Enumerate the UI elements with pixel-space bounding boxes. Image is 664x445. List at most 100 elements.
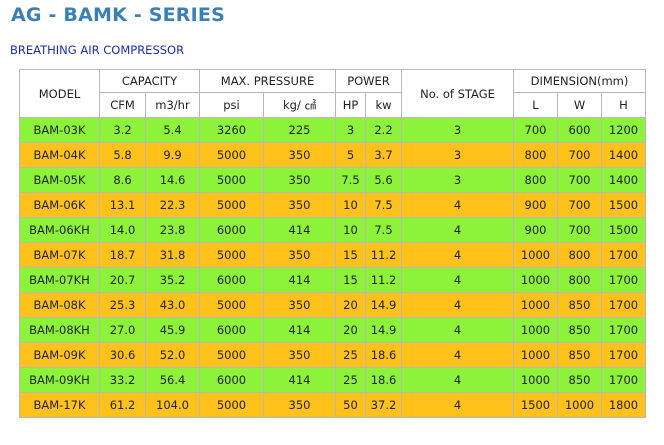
cell-stage: 3 (401, 167, 514, 193)
cell-kw: 7.5 (365, 217, 402, 243)
cell-model: BAM-07K (19, 242, 100, 268)
cell-kgcm: 350 (263, 242, 336, 268)
cell-kw: 3.7 (365, 142, 402, 168)
cell-length: 900 (513, 217, 558, 243)
cell-stage: 4 (401, 342, 514, 368)
cell-hp: 10 (335, 217, 366, 243)
cell-model: BAM-08K (19, 292, 100, 318)
header-dimension: DIMENSION(mm) (513, 69, 646, 93)
cell-height: 1700 (601, 342, 646, 368)
cell-kw: 18.6 (365, 367, 402, 393)
cell-width: 700 (557, 142, 602, 168)
cell-m3hr: 56.4 (145, 367, 200, 393)
cell-stage: 4 (401, 392, 514, 418)
cell-psi: 6000 (199, 367, 264, 393)
table-row: BAM-06KH 14.0 23.8 6000 414 10 7.5 4 900 700 1500 (19, 217, 646, 243)
cell-stage: 4 (401, 217, 514, 243)
cell-psi: 6000 (199, 317, 264, 343)
cell-kw: 14.9 (365, 292, 402, 318)
page-title: AG - BAMK - SERIES (11, 4, 225, 26)
cell-kgcm: 350 (263, 292, 336, 318)
header-stage: No. of STAGE (401, 69, 514, 118)
cell-psi: 5000 (199, 167, 264, 193)
cell-width: 1000 (557, 392, 602, 418)
cell-model: BAM-06KH (19, 217, 100, 243)
cell-kw: 11.2 (365, 242, 402, 268)
cell-stage: 4 (401, 192, 514, 218)
cell-cfm: 30.6 (99, 342, 146, 368)
cell-cfm: 33.2 (99, 367, 146, 393)
cell-length: 800 (513, 167, 558, 193)
cell-hp: 25 (335, 367, 366, 393)
cell-hp: 15 (335, 267, 366, 293)
cell-model: BAM-17K (19, 392, 100, 418)
cell-stage: 3 (401, 142, 514, 168)
cell-m3hr: 14.6 (145, 167, 200, 193)
cell-width: 700 (557, 167, 602, 193)
table-row: BAM-04K 5.8 9.9 5000 350 5 3.7 3 800 700 1400 (19, 142, 646, 168)
cell-psi: 5000 (199, 292, 264, 318)
cell-kw: 5.6 (365, 167, 402, 193)
header-kgcm: kg/ ㎠ (263, 92, 336, 118)
cell-height: 1500 (601, 192, 646, 218)
header-hp: HP (335, 92, 366, 118)
cell-m3hr: 35.2 (145, 267, 200, 293)
cell-height: 1500 (601, 217, 646, 243)
cell-width: 700 (557, 217, 602, 243)
cell-cfm: 8.6 (99, 167, 146, 193)
cell-model: BAM-05K (19, 167, 100, 193)
cell-kgcm: 350 (263, 192, 336, 218)
cell-length: 1000 (513, 367, 558, 393)
table-row: BAM-08K 25.3 43.0 5000 350 20 14.9 4 1000 850 1700 (19, 292, 646, 318)
cell-stage: 4 (401, 317, 514, 343)
cell-m3hr: 22.3 (145, 192, 200, 218)
cell-cfm: 25.3 (99, 292, 146, 318)
cell-model: BAM-07KH (19, 267, 100, 293)
cell-kw: 18.6 (365, 342, 402, 368)
cell-length: 1500 (513, 392, 558, 418)
cell-m3hr: 5.4 (145, 117, 200, 143)
cell-model: BAM-04K (19, 142, 100, 168)
cell-length: 800 (513, 142, 558, 168)
cell-length: 1000 (513, 267, 558, 293)
cell-width: 850 (557, 317, 602, 343)
cell-psi: 5000 (199, 342, 264, 368)
cell-stage: 4 (401, 267, 514, 293)
cell-height: 1700 (601, 367, 646, 393)
cell-kgcm: 350 (263, 167, 336, 193)
cell-cfm: 18.7 (99, 242, 146, 268)
cell-kgcm: 414 (263, 367, 336, 393)
cell-hp: 10 (335, 192, 366, 218)
table-row: BAM-07KH 20.7 35.2 6000 414 15 11.2 4 1000 800 170… (19, 267, 646, 293)
cell-length: 1000 (513, 292, 558, 318)
cell-width: 850 (557, 342, 602, 368)
cell-psi: 5000 (199, 242, 264, 268)
cell-model: BAM-03K (19, 117, 100, 143)
cell-kw: 37.2 (365, 392, 402, 418)
cell-width: 850 (557, 367, 602, 393)
spec-table: MODEL CAPACITY MAX. PRESSURE POWER No. o… (19, 69, 646, 418)
header-height: H (601, 92, 646, 118)
cell-length: 1000 (513, 242, 558, 268)
cell-stage: 4 (401, 367, 514, 393)
cell-kgcm: 414 (263, 217, 336, 243)
cell-m3hr: 23.8 (145, 217, 200, 243)
cell-model: BAM-09K (19, 342, 100, 368)
header-length: L (513, 92, 558, 118)
table-row: BAM-08KH 27.0 45.9 6000 414 20 14.9 4 1000 850 170… (19, 317, 646, 343)
cell-length: 700 (513, 117, 558, 143)
cell-m3hr: 45.9 (145, 317, 200, 343)
cell-cfm: 13.1 (99, 192, 146, 218)
cell-width: 850 (557, 292, 602, 318)
header-power: POWER (335, 69, 402, 93)
cell-cfm: 61.2 (99, 392, 146, 418)
cell-cfm: 5.8 (99, 142, 146, 168)
table-row: BAM-09K 30.6 52.0 5000 350 25 18.6 4 1000 850 1700 (19, 342, 646, 368)
cell-psi: 3260 (199, 117, 264, 143)
cell-m3hr: 9.9 (145, 142, 200, 168)
cell-width: 700 (557, 192, 602, 218)
cell-cfm: 20.7 (99, 267, 146, 293)
cell-height: 1400 (601, 142, 646, 168)
cell-hp: 15 (335, 242, 366, 268)
cell-kgcm: 225 (263, 117, 336, 143)
